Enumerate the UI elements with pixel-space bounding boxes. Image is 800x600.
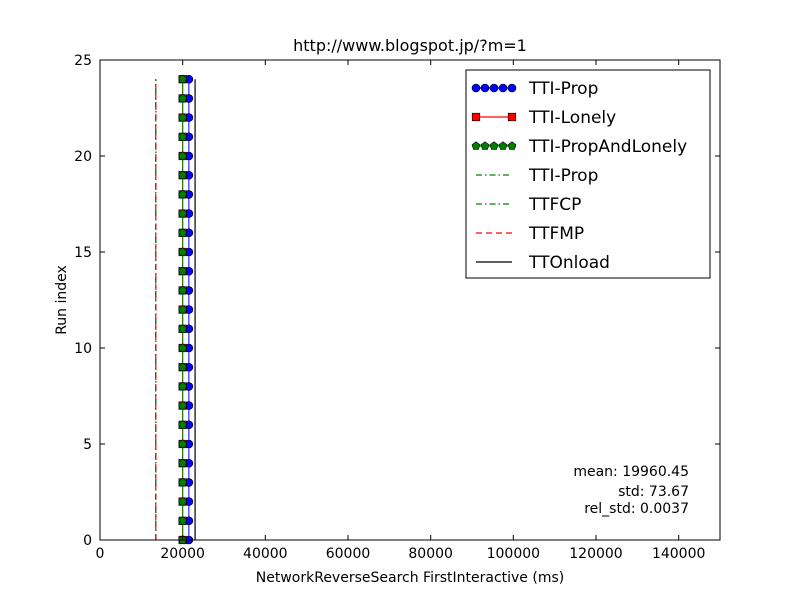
legend-label: TTOnload <box>528 253 610 273</box>
x-tick-label: 20000 <box>160 546 205 562</box>
y-axis-label: Run index <box>54 265 70 335</box>
x-tick-label: 0 <box>96 546 105 562</box>
series-2 <box>178 74 188 544</box>
y-tick-label: 10 <box>74 341 92 357</box>
legend-box <box>465 69 711 279</box>
chart-title: http://www.blogspot.jp/?m=1 <box>293 36 527 55</box>
legend-marker <box>507 83 517 93</box>
legend-label: TTI-Lonely <box>528 108 616 128</box>
data-point <box>178 343 188 352</box>
legend-label: TTFMP <box>528 224 584 244</box>
legend-marker <box>480 83 490 93</box>
legend-marker <box>471 83 481 93</box>
series-0 <box>184 74 194 545</box>
data-point <box>178 189 188 199</box>
plot-frame <box>99 59 721 541</box>
x-tick-label: 60000 <box>326 546 371 562</box>
stat-std: std: 73.67 <box>618 484 689 500</box>
legend-label: TTI-PropAndLonely <box>528 137 687 157</box>
data-point <box>178 477 188 487</box>
legend: TTI-Prop TTI-Lonely TTI-PropAndLonely TTI-P… <box>465 69 711 279</box>
data-point <box>178 209 188 218</box>
legend-entry: TTI-Prop <box>476 166 598 186</box>
legend-entry: TTFCP <box>476 195 581 215</box>
x-tick-label: 40000 <box>243 546 288 562</box>
legend-entry: TTI-Prop <box>471 79 598 99</box>
y-tick-label: 5 <box>83 437 92 453</box>
data-point <box>178 132 188 141</box>
stats-annotation: mean: 19960.45 std: 73.67 rel_std: 0.003… <box>573 464 689 517</box>
series-layer <box>155 74 196 545</box>
data-point <box>178 439 188 448</box>
data-point <box>178 266 188 275</box>
x-tick-label: 140000 <box>652 546 705 562</box>
legend-entry: TTFMP <box>476 224 584 244</box>
data-point <box>178 305 188 314</box>
data-point <box>178 516 188 525</box>
legend-marker <box>489 141 499 150</box>
x-axis-label: NetworkReverseSearch FirstInteractive (m… <box>256 570 564 586</box>
data-point <box>178 170 188 179</box>
data-point <box>178 113 188 122</box>
stat-rel-std: rel_std: 0.0037 <box>584 501 689 517</box>
data-point <box>178 458 188 467</box>
data-point <box>178 497 188 506</box>
data-point <box>178 93 188 103</box>
x-tick-label: 100000 <box>487 546 540 562</box>
legend-marker <box>471 112 481 122</box>
data-point <box>178 362 188 371</box>
legend-label: TTFCP <box>528 195 581 215</box>
legend-marker <box>471 141 481 150</box>
x-tick-label: 120000 <box>569 546 622 562</box>
data-point <box>178 420 188 429</box>
legend-label: TTI-Prop <box>528 166 598 186</box>
x-tick-label: 80000 <box>408 546 453 562</box>
data-point <box>178 74 188 83</box>
y-tick-label: 20 <box>74 149 92 165</box>
data-point <box>178 381 188 391</box>
axes-layer: 0 20000 40000 60000 80000 100000 120000 140000 0… <box>74 53 720 562</box>
data-point <box>178 324 188 333</box>
legend-marker <box>498 83 508 93</box>
legend-label: TTI-Prop <box>528 79 598 99</box>
data-point <box>178 285 188 295</box>
data-point <box>178 228 188 237</box>
y-tick-label: 0 <box>83 533 92 549</box>
legend-entry: TTOnload <box>476 253 610 273</box>
data-point <box>178 401 188 410</box>
stat-mean: mean: 19960.45 <box>573 464 689 480</box>
y-tick-label: 15 <box>74 245 92 261</box>
legend-marker <box>507 112 517 122</box>
legend-entry: TTI-Lonely <box>471 108 616 128</box>
data-point <box>178 247 188 256</box>
legend-marker <box>498 141 508 150</box>
legend-marker <box>489 83 499 93</box>
legend-entry: TTI-PropAndLonely <box>471 137 687 157</box>
y-tick-label: 25 <box>74 53 92 69</box>
legend-marker <box>507 141 517 150</box>
legend-marker <box>480 141 490 150</box>
data-point <box>178 151 188 160</box>
